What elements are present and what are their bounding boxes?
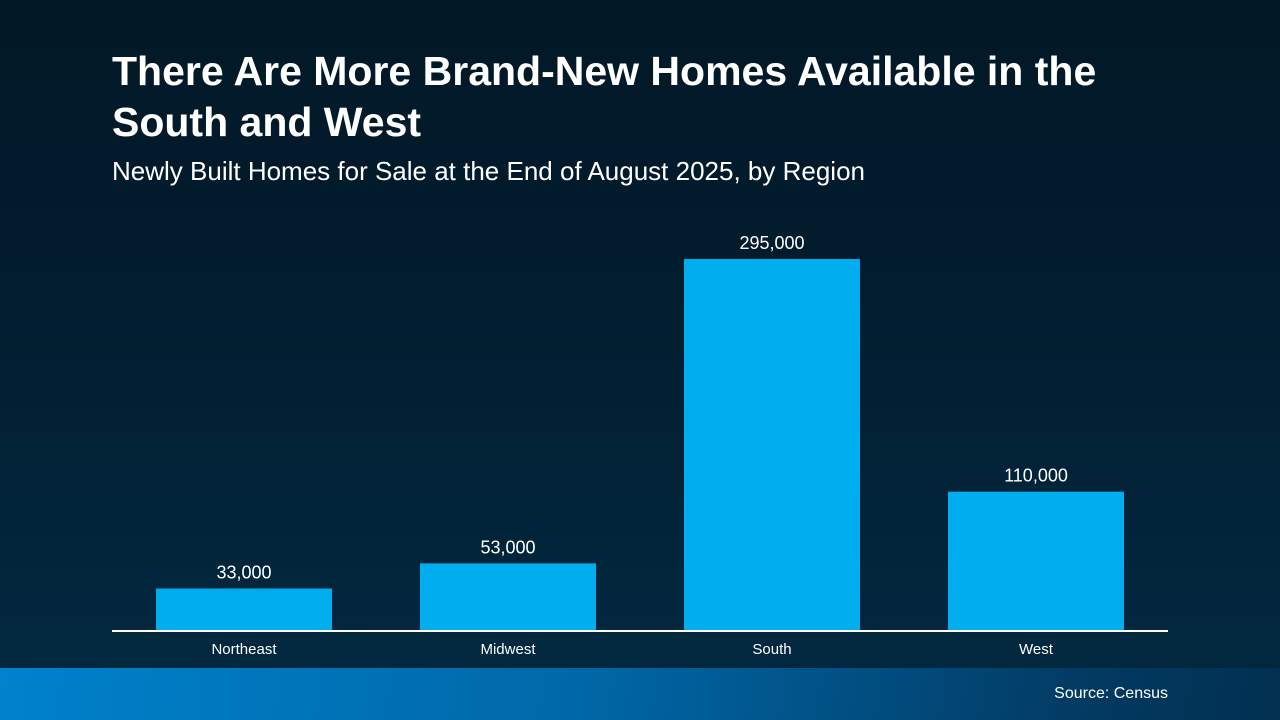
data-label: 295,000 <box>739 233 804 253</box>
bar-midwest <box>420 563 596 630</box>
bar-south <box>684 258 860 630</box>
footer-bar: Source: Census <box>0 668 1280 720</box>
chart-subtitle: Newly Built Homes for Sale at the End of… <box>112 156 865 186</box>
bar-northeast <box>156 588 332 630</box>
x-tick-label: Midwest <box>480 641 536 658</box>
data-label: 53,000 <box>480 537 535 557</box>
x-tick-label: West <box>1019 641 1054 658</box>
source-note: Source: Census <box>1054 685 1168 702</box>
x-tick-label: South <box>752 641 791 658</box>
data-label: 33,000 <box>216 562 271 582</box>
bar-west <box>948 491 1124 630</box>
bar-chart: 33,000 Northeast 53,000 Midwest 295,000 South… <box>156 233 1124 658</box>
x-tick-label: Northeast <box>211 641 277 658</box>
data-label: 110,000 <box>1004 466 1068 486</box>
chart-title: There Are More Brand-New Homes Available… <box>112 48 1097 145</box>
